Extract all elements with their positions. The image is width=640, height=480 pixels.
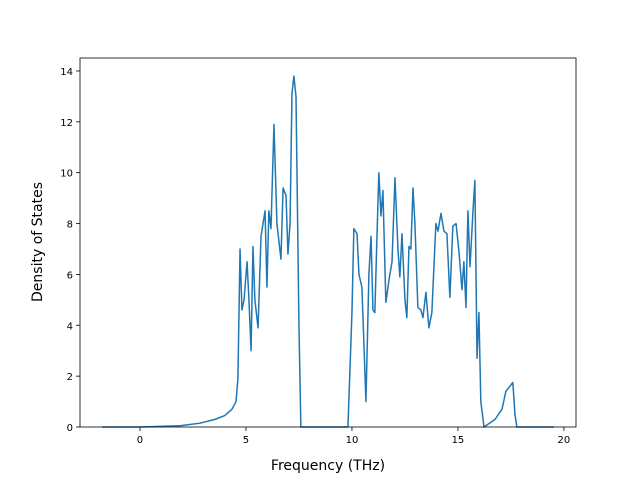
x-tick-label: 20 <box>558 435 571 446</box>
y-tick-label: 4 <box>67 321 73 332</box>
y-tick-label: 12 <box>60 118 73 129</box>
y-tick-label: 8 <box>67 220 73 231</box>
x-axis-label: Frequency (THz) <box>271 458 385 474</box>
x-tick-label: 5 <box>243 435 249 446</box>
x-tick-label: 15 <box>452 435 465 446</box>
line <box>102 75 554 428</box>
plot-frame <box>79 57 577 428</box>
x-tick-label: 0 <box>137 435 143 446</box>
y-tick-label: 6 <box>67 270 73 281</box>
y-tick-label: 10 <box>60 169 73 180</box>
y-axis-label: Density of States <box>30 182 46 302</box>
y-tick-label: 2 <box>67 372 73 383</box>
y-tick-label: 0 <box>67 423 73 434</box>
y-tick-label: 14 <box>60 67 73 78</box>
x-tick-label: 10 <box>346 435 359 446</box>
